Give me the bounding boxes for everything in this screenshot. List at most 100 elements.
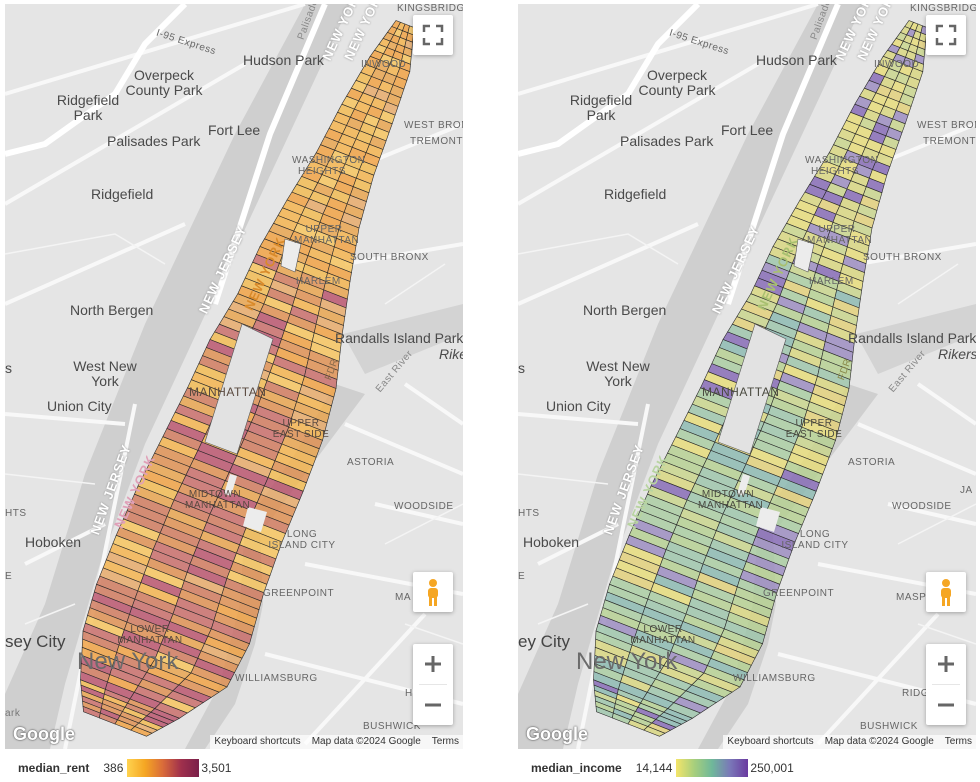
map-label: MIDTOWN MANHATTAN [185, 489, 251, 511]
fullscreen-button[interactable] [926, 15, 966, 55]
zoom-divider [419, 684, 447, 685]
legend-variable: median_rent [18, 761, 90, 775]
keyboard-shortcuts-link[interactable]: Keyboard shortcuts [214, 736, 301, 747]
map-label: LONG ISLAND CITY [781, 529, 849, 551]
map-label: North Bergen [583, 302, 667, 318]
map-label: Hoboken [523, 534, 580, 550]
map-label: KINGSBRIDGE [397, 4, 463, 14]
fullscreen-icon [422, 24, 444, 46]
map-label: Union City [546, 398, 611, 414]
legend-min: 14,144 [635, 761, 673, 775]
map-data-text: Map data ©2024 Google [311, 736, 421, 747]
map-label: Palisades Park [620, 133, 714, 149]
map-label: North Bergen [70, 302, 154, 318]
zoom-divider [932, 684, 960, 685]
street-view-pegman-button[interactable] [926, 572, 966, 612]
map-label: Union City [47, 398, 112, 414]
zoom-out-button[interactable] [413, 685, 453, 725]
terms-link[interactable]: Terms [944, 736, 972, 747]
map-label: INWOOD [361, 59, 407, 70]
map-label: H [405, 688, 413, 699]
pegman-icon [428, 579, 438, 606]
map-label: GREENPOINT [263, 588, 335, 599]
map-label: TREMONT [923, 136, 976, 147]
map-label: Fort Lee [208, 122, 261, 138]
map-base [5, 4, 463, 749]
map-label: BUSHWICK [860, 721, 918, 732]
map-label: UPPER MANHATTAN [294, 224, 360, 246]
fullscreen-icon [935, 24, 957, 46]
map-label: GREENPOINT [763, 588, 835, 599]
map-label: WASHINGTON HEIGHTS [292, 155, 366, 177]
street-view-pegman-button[interactable] [413, 572, 453, 612]
map-label: E [518, 571, 526, 582]
map-label: Overpeck County Park [125, 67, 203, 98]
legend-median-income: median_income 14,144 250,001 [531, 758, 794, 778]
map-label: UPPER EAST SIDE [272, 418, 330, 440]
map-median-income[interactable]: KINGSBRIDGE I-95 Express Palisade NEW YO… [518, 4, 976, 749]
zoom-control [926, 644, 966, 725]
legend-max: 250,001 [750, 761, 794, 775]
map-label: WEST BRONX [404, 120, 463, 131]
legend-max: 3,501 [201, 761, 232, 775]
map-label: Randalls Island Park [335, 330, 463, 346]
map-label: UPPER MANHATTAN [807, 224, 873, 246]
map-label: HTS [518, 508, 540, 519]
fullscreen-button[interactable] [413, 15, 453, 55]
map-label: MIDTOWN MANHATTAN [698, 489, 764, 511]
terms-link[interactable]: Terms [431, 736, 459, 747]
minus-icon [425, 703, 441, 707]
map-label: INWOOD [874, 59, 920, 70]
keyboard-shortcuts-link[interactable]: Keyboard shortcuts [727, 736, 814, 747]
map-label: SOUTH BRONX [863, 252, 942, 263]
map-label: Ridgefield [604, 186, 667, 202]
map-label: West New York [73, 358, 137, 389]
pegman-icon [941, 579, 951, 606]
legend-median-rent: median_rent 386 3,501 [18, 758, 231, 778]
map-label: UPPER EAST SIDE [785, 418, 843, 440]
map-label: WASHINGTON HEIGHTS [805, 155, 879, 177]
legend-gradient [127, 759, 200, 777]
map-label: WOODSIDE [892, 501, 952, 512]
zoom-out-button[interactable] [926, 685, 966, 725]
map-label: HARLEM [809, 276, 854, 287]
neighborhood-tract[interactable] [130, 726, 153, 737]
map-label: ASTORIA [848, 457, 896, 468]
zoom-in-button[interactable] [926, 644, 966, 684]
map-label: Palisades Park [107, 133, 201, 149]
map-label: JA [960, 485, 973, 496]
map-label: Randalls Island Park [848, 330, 976, 346]
map-label: Ridgefield [91, 186, 154, 202]
map-label: s [518, 360, 525, 376]
map-label: ASTORIA [347, 457, 395, 468]
map-label: Overpeck County Park [638, 67, 716, 98]
map-label: WILLIAMSBURG [235, 673, 318, 684]
map-label: E [5, 571, 13, 582]
map-label: KINGSBRIDGE [910, 4, 976, 14]
map-label: West New York [586, 358, 650, 389]
map-label: LOWER MANHATTAN [630, 624, 696, 646]
google-logo: Google [526, 724, 588, 744]
map-label: MA [395, 592, 411, 603]
zoom-in-button[interactable] [413, 644, 453, 684]
attribution-bar: Keyboard shortcuts Map data ©2024 Google… [723, 735, 976, 749]
map-median-rent[interactable]: KINGSBRIDGE I-95 Express Palisade NEW YO… [5, 4, 463, 749]
map-label: TREMONT [410, 136, 463, 147]
attribution-bar: Keyboard shortcuts Map data ©2024 Google… [210, 735, 463, 749]
map-label: HTS [5, 508, 27, 519]
map-label: ey City [518, 632, 570, 651]
map-label: MANHATTAN [189, 385, 267, 399]
map-label: Fort Lee [721, 122, 774, 138]
neighborhood-polygons[interactable] [80, 20, 415, 737]
plus-icon [425, 656, 441, 672]
map-label: WOODSIDE [394, 501, 454, 512]
plus-icon [938, 656, 954, 672]
neighborhood-tract[interactable] [643, 726, 666, 737]
map-label: WEST BRONX [917, 120, 976, 131]
map-label: LONG ISLAND CITY [268, 529, 336, 551]
map-label: WILLIAMSBURG [733, 673, 816, 684]
map-label: Ridgefield Park [56, 92, 120, 123]
map-label: Ridgefield Park [569, 92, 633, 123]
map-base [518, 4, 976, 749]
google-logo: Google [13, 724, 75, 744]
